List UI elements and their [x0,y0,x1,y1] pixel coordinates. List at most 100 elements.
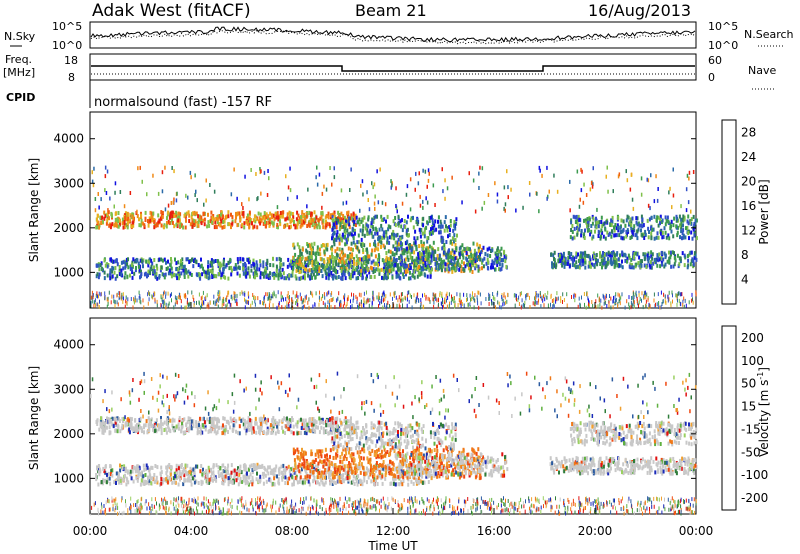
speckle-cell [690,209,692,214]
clutter-cell [206,293,208,298]
echo-cell [290,259,293,264]
echo-cell [279,265,282,270]
echo-cell [139,223,142,228]
echo-cell [497,253,500,258]
echo-cell [135,266,137,270]
echo-cell [312,266,315,271]
speckle-cell [331,182,333,187]
clutter-cell [592,303,594,308]
echo-cell [667,233,670,238]
clutter-cell [406,293,408,298]
clutter-cell [389,292,391,297]
echo-cell [364,269,367,274]
echo-cell [428,268,431,273]
clutter-cell [319,298,321,303]
echo-cell [373,274,376,279]
echo-cell [378,268,381,273]
echo-cell [482,264,485,269]
echo-cell [169,263,172,268]
echo-cell [550,252,553,257]
echo-cell [329,429,331,434]
clutter-cell [488,296,490,301]
echo-cell [309,246,312,251]
echo-cell [643,263,646,268]
echo-cell [352,259,355,264]
clutter-cell [399,304,401,309]
echo-cell [453,260,456,265]
colorbar-frame [721,119,737,305]
echo-cell [182,430,185,435]
clutter-cell [160,303,162,307]
speckle-cell [316,182,319,187]
clutter-cell [193,301,195,305]
clutter-cell [449,301,450,306]
clutter-cell [281,295,283,300]
echo-cell [258,267,261,272]
echo-cell [658,257,661,262]
echo-cell [98,272,101,277]
echo-cell [357,276,360,280]
speckle-cell [510,187,512,192]
echo-cell [332,275,335,280]
echo-cell [242,266,244,271]
speckle-cell [340,188,343,193]
echo-cell [381,258,384,263]
echo-cell [210,210,213,215]
echo-cell [453,219,456,224]
echo-cell [629,217,632,222]
echo-cell [574,215,577,220]
echo-cell [344,276,347,281]
clutter-cell [521,298,523,303]
echo-cell [242,422,245,427]
echo-cell [423,234,426,239]
echo-cell [216,220,219,225]
echo-cell [650,225,653,230]
echo-cell [335,259,337,264]
echo-cell [189,259,192,264]
echo-cell [231,428,234,432]
echo-cell [324,246,327,251]
echo-cell [238,266,241,271]
clutter-cell [537,300,539,305]
echo-cell [208,416,211,421]
echo-cell [611,215,614,220]
echo-cell [272,213,275,218]
echo-cell [209,269,212,274]
echo-cell [594,224,597,229]
echo-cell [600,254,603,259]
echo-cell [380,217,383,222]
echo-cell [307,222,310,227]
echo-cell [183,268,186,273]
echo-cell [221,431,224,436]
clutter-cell [259,300,261,304]
echo-cell [409,245,411,250]
speckle-cell [256,197,258,202]
echo-cell [202,218,205,223]
echo-cell [210,418,213,423]
echo-cell [288,210,291,215]
echo-cell [394,262,397,267]
echo-cell [242,214,245,219]
clutter-cell [448,304,450,309]
echo-cell [577,252,579,257]
clutter-cell [663,292,665,297]
echo-cell [454,267,457,272]
echo-cell [402,272,405,277]
echo-cell [221,271,224,276]
echo-cell [333,430,336,435]
echo-cell [469,262,472,267]
echo-cell [497,249,500,254]
echo-cell [430,254,433,259]
clutter-cell [288,304,290,308]
echo-cell [581,254,584,259]
echo-cell [311,259,314,264]
echo-cell [181,421,183,426]
echo-cell [321,274,324,279]
clutter-cell [543,303,545,308]
echo-cell [409,255,412,260]
echo-cell [191,468,194,473]
speckle-cell [504,202,507,207]
echo-cell [695,257,698,262]
echo-cell [277,477,280,482]
